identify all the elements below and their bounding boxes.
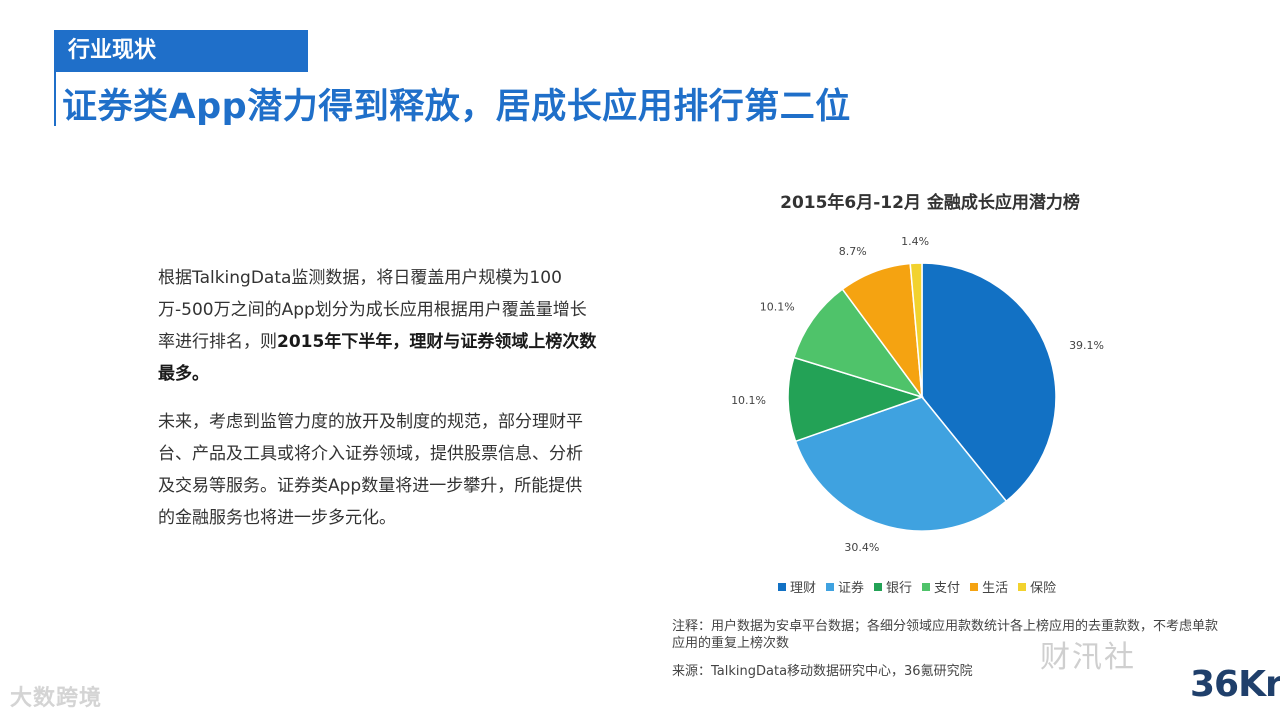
legend-label-5: 保险 [1030,581,1057,596]
legend-item-0: 理财 [778,577,816,596]
watermark-left: 大数跨境 [10,686,103,711]
legend-swatch-2 [874,582,883,591]
body-text: 根据TalkingData监测数据，将日覆盖用户规模为100万-500万之间的A… [158,262,598,550]
legend-swatch-1 [826,582,835,591]
legend-item-1: 证券 [826,577,864,596]
legend-swatch-3 [922,582,931,591]
chart-title: 2015年6月-12月 金融成长应用潜力榜 [780,193,1080,213]
legend-swatch-4 [970,582,979,591]
pie-label-5: 1.4% [901,235,929,248]
body-paragraph-1-emphasis: 2015年下半年，理财与证券领域上榜次数最多。 [158,332,597,384]
legend-swatch-5 [1018,582,1027,591]
legend-label-3: 支付 [934,581,961,596]
pie-slice-5 [909,262,923,398]
watermark-right: 财汛社 [1040,640,1136,675]
page-headline: 证券类App潜力得到释放，居成长应用排行第二位 [62,87,851,127]
legend-item-4: 生活 [970,577,1008,596]
legend-label-1: 证券 [838,581,865,596]
legend-item-2: 银行 [874,577,912,596]
pie-label-3: 10.1% [760,301,795,314]
pie-chart: 39.1% 30.4% 10.1% 10.1% 8.7% 1.4% [731,235,1104,554]
legend-label-2: 银行 [886,581,913,596]
body-paragraph-1: 根据TalkingData监测数据，将日覆盖用户规模为100万-500万之间的A… [158,262,598,390]
pie-label-2: 10.1% [731,394,766,407]
legend-swatch-0 [778,582,786,591]
section-tag: 行业现状 [56,30,308,72]
pie-label-1: 30.4% [844,541,879,554]
pie-slice-2 [787,356,925,443]
legend-label-4: 生活 [982,581,1009,596]
pie-slice-3 [793,288,924,399]
body-paragraph-2: 未来，考虑到监管力度的放开及制度的规范，部分理财平台、产品及工具或将介入证券领域… [158,412,583,528]
body-paragraph-1-text: 根据TalkingData监测数据，将日覆盖用户规模为100万-500万之间的A… [158,268,587,352]
source-note: 来源：TalkingData移动数据研究中心，36氪研究院 [672,664,973,679]
pie-label-0: 39.1% [1069,339,1104,352]
pie-slice-1 [794,396,1008,532]
watermark-logo: 36Kr [1190,664,1280,705]
legend-item-3: 支付 [922,577,960,596]
legend-item-5: 保险 [1018,577,1056,596]
pie-slice-0 [921,262,1057,503]
footnote: 注释：用户数据为安卓平台数据；各细分领域应用款数统计各上榜应用的去重款数，不考虑… [672,619,1219,651]
pie-label-4: 8.7% [839,245,867,258]
header-accent-rule [54,30,56,126]
chart-legend: 理财 证券 银行 支付 生活 保险 [778,577,1056,596]
legend-label-0: 理财 [790,581,817,596]
